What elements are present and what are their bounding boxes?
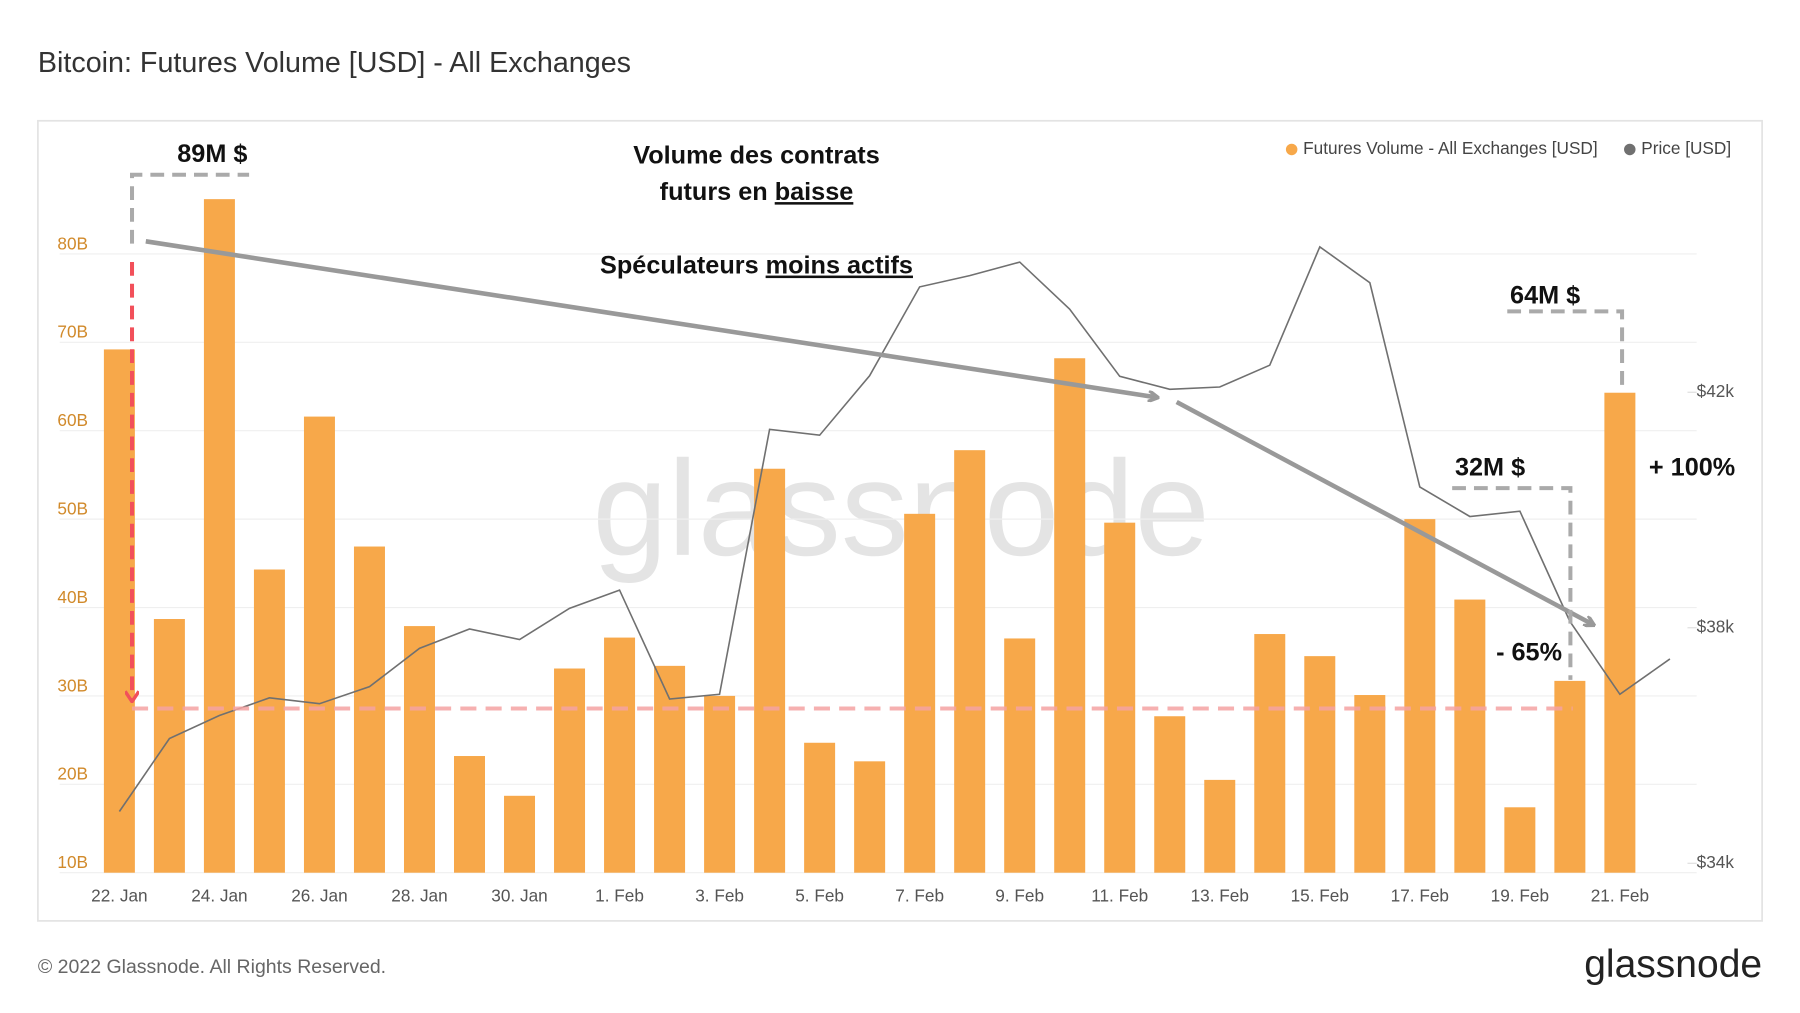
bar bbox=[504, 795, 536, 873]
x-tick-label: 26. Jan bbox=[291, 885, 347, 905]
annotation: - 65% bbox=[1496, 638, 1562, 666]
annotation-text: Volume des contrats bbox=[633, 141, 879, 169]
dashed-bracket bbox=[1507, 309, 1625, 391]
chart-frame bbox=[37, 119, 1763, 922]
bar bbox=[253, 569, 285, 873]
bar bbox=[1404, 519, 1436, 873]
bar bbox=[103, 349, 135, 873]
annotation: Volume des contrats bbox=[633, 141, 879, 169]
annotation: 64M $ bbox=[1510, 281, 1580, 309]
y-tick-label: 30B bbox=[57, 675, 88, 695]
bar bbox=[1004, 638, 1036, 873]
bar bbox=[403, 626, 435, 873]
y-tick-label: 20B bbox=[57, 764, 88, 784]
bar bbox=[1604, 392, 1636, 873]
y2-tick-label: $38k bbox=[1697, 616, 1735, 636]
bar bbox=[904, 513, 936, 873]
annotation-text: 64M $ bbox=[1510, 281, 1580, 309]
annotation: Spéculateurs moins actifs bbox=[600, 251, 913, 279]
bar bbox=[1304, 656, 1336, 873]
dashed-bracket bbox=[130, 172, 250, 244]
y-tick-label: 50B bbox=[57, 498, 88, 518]
bar bbox=[854, 761, 886, 873]
y-tick-label: 60B bbox=[57, 410, 88, 430]
x-tick-label: 19. Feb bbox=[1491, 885, 1549, 905]
y-tick-label: 10B bbox=[57, 852, 88, 872]
annotation: 89M $ bbox=[177, 140, 247, 168]
legend-swatch bbox=[1624, 143, 1636, 156]
annotation: + 100% bbox=[1649, 453, 1735, 481]
x-tick-label: 1. Feb bbox=[595, 885, 644, 905]
y2-tick-label: $42k bbox=[1697, 381, 1735, 401]
annotation-text: moins actifs bbox=[766, 251, 913, 279]
x-tick-label: 22. Jan bbox=[91, 885, 147, 905]
bar bbox=[1154, 716, 1186, 873]
annotation-text: 89M $ bbox=[177, 140, 247, 168]
bar bbox=[1204, 779, 1236, 873]
bar bbox=[454, 756, 486, 873]
x-tick-label: 17. Feb bbox=[1391, 885, 1449, 905]
x-tick-label: 9. Feb bbox=[995, 885, 1044, 905]
trend-arrow bbox=[1175, 400, 1594, 625]
annotation-text: + 100% bbox=[1649, 453, 1735, 481]
x-tick-label: 21. Feb bbox=[1591, 885, 1649, 905]
y-tick-label: 80B bbox=[57, 233, 88, 253]
x-tick-label: 3. Feb bbox=[695, 885, 744, 905]
y-tick-label: 70B bbox=[57, 322, 88, 342]
bar bbox=[1454, 599, 1486, 873]
x-tick-label: 24. Jan bbox=[191, 885, 247, 905]
annotation-shapes bbox=[130, 172, 1625, 711]
bar bbox=[203, 199, 235, 873]
bar bbox=[1554, 680, 1586, 873]
chart-title: Bitcoin: Futures Volume [USD] - All Exch… bbox=[38, 47, 631, 79]
x-tick-label: 30. Jan bbox=[491, 885, 547, 905]
x-tick-label: 11. Feb bbox=[1091, 885, 1148, 905]
x-tick-label: 7. Feb bbox=[895, 885, 944, 905]
logo: glassnode bbox=[1584, 943, 1762, 986]
dashed-bracket bbox=[1452, 486, 1573, 680]
x-tick-label: 28. Jan bbox=[391, 885, 447, 905]
annotation-text: baisse bbox=[775, 178, 854, 206]
footer: © 2022 Glassnode. All Rights Reserved. bbox=[38, 956, 386, 978]
bar bbox=[804, 742, 836, 873]
y2-tick-label: $34k bbox=[1697, 852, 1735, 872]
bar bbox=[954, 450, 986, 873]
bar bbox=[704, 695, 736, 873]
trend-arrow bbox=[145, 239, 1157, 397]
legend-label: Futures Volume - All Exchanges [USD] bbox=[1303, 138, 1598, 158]
annotation: futurs en baisse bbox=[660, 178, 854, 206]
bar bbox=[604, 637, 636, 873]
bar bbox=[1354, 695, 1386, 873]
annotation-text: 32M $ bbox=[1455, 453, 1525, 481]
legend-label: Price [USD] bbox=[1641, 138, 1731, 158]
bar bbox=[1054, 358, 1086, 873]
annotation-text: futurs en bbox=[660, 178, 775, 206]
bar bbox=[303, 416, 335, 873]
legend-swatch bbox=[1285, 143, 1298, 156]
x-tick-label: 15. Feb bbox=[1291, 885, 1349, 905]
bar bbox=[1254, 634, 1286, 873]
bar bbox=[153, 619, 185, 873]
bar bbox=[554, 668, 586, 873]
annotation: 32M $ bbox=[1455, 453, 1525, 481]
y-tick-label: 40B bbox=[57, 587, 88, 607]
bar bbox=[1504, 807, 1536, 873]
bar bbox=[754, 468, 786, 873]
x-tick-label: 5. Feb bbox=[795, 885, 844, 905]
price-line bbox=[118, 245, 1671, 812]
bar bbox=[654, 665, 686, 873]
x-tick-label: 13. Feb bbox=[1191, 885, 1249, 905]
bar bbox=[1104, 522, 1136, 873]
annotation-text: - 65% bbox=[1496, 638, 1562, 666]
annotation-text: Spéculateurs bbox=[600, 251, 766, 279]
